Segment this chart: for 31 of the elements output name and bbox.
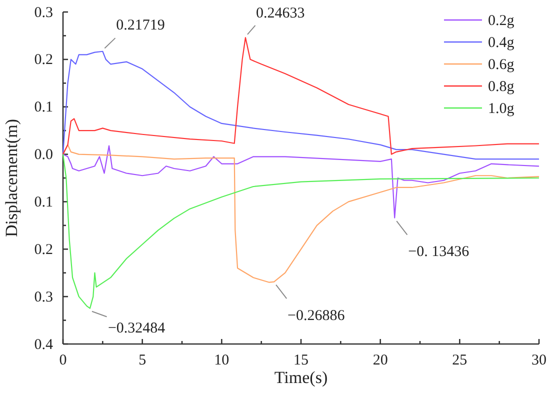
x-tick-label: 30 (532, 352, 546, 369)
line-series (62, 37, 540, 155)
y-tick-label: 0.3 (34, 289, 53, 306)
y-tick-label: 0.1 (34, 194, 53, 211)
legend-label: 0.2g (488, 13, 515, 29)
legend-label: 1.0g (488, 101, 515, 117)
y-tick-label: 0.3 (34, 4, 53, 21)
y-tick-label: 0.2 (34, 242, 53, 258)
annotation: −0. 13436 (408, 244, 470, 260)
x-tick-label: 10 (214, 352, 230, 369)
annotation: −0.32484 (108, 320, 166, 336)
x-tick-label: 15 (294, 352, 308, 369)
x-tick-label: 5 (138, 352, 146, 369)
legend-label: 0.4g (488, 35, 515, 51)
y-tick-label: 0.1 (34, 100, 53, 116)
annotation: 0.24633 (256, 5, 305, 22)
x-tick-label: 20 (372, 352, 388, 369)
y-axis-title: Displacement(m) (2, 118, 21, 238)
x-axis-title: Time(s) (274, 368, 328, 387)
x-tick-label: 0 (59, 352, 67, 369)
line-series (62, 154, 540, 309)
legend-label: 0.6g (488, 57, 515, 73)
annotation: 0.21719 (116, 17, 165, 34)
x-tick-label: 25 (452, 352, 468, 369)
legend-label: 0.8g (488, 79, 515, 95)
y-tick-label: 0.2 (34, 52, 53, 68)
line-series (62, 145, 540, 218)
y-tick-label: 0.4 (34, 336, 54, 353)
y-tick-label: 0.0 (34, 147, 53, 164)
annotation: −0.26886 (288, 308, 346, 324)
line-series (62, 50, 540, 160)
